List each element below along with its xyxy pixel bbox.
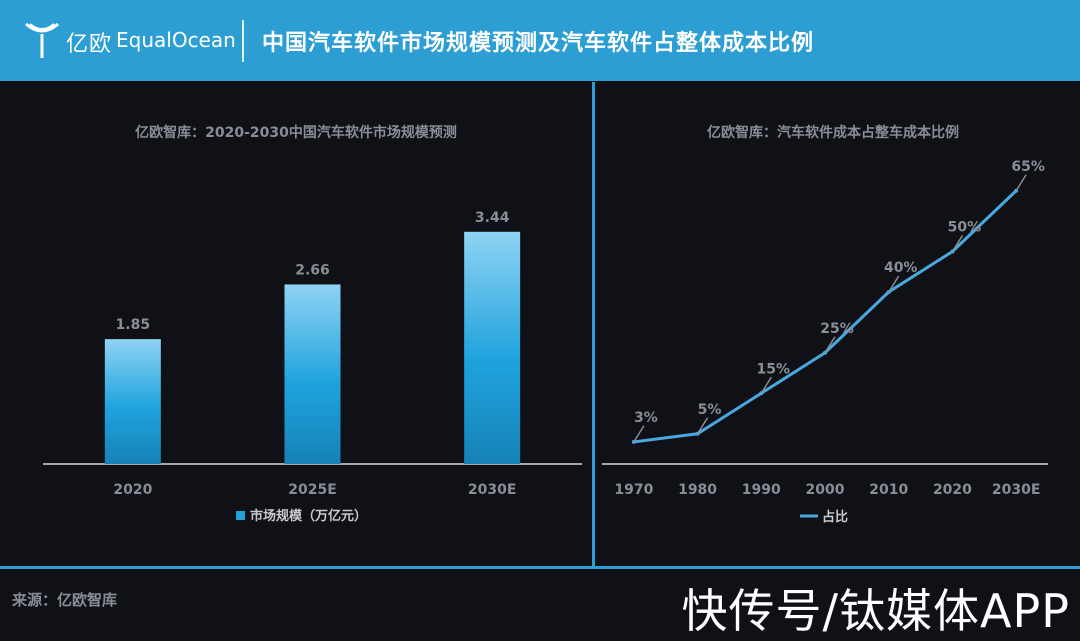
logo-chinese-text: 亿欧 — [66, 32, 113, 57]
line-category-label: 1980 — [678, 482, 717, 498]
equalocean-logo-icon — [25, 22, 59, 58]
bar-2025e — [284, 284, 341, 464]
source-note: 来源：亿欧智库 — [12, 591, 118, 609]
line-label-leader — [1015, 174, 1027, 192]
line-value-label: 5% — [698, 402, 722, 418]
bar-category-label: 2025E — [288, 482, 337, 498]
header-bar: 亿欧 EqualOcean 中国汽车软件市场规模预测及汽车软件占整体成本比例 — [0, 0, 1080, 81]
line-label-leader — [888, 275, 900, 293]
line-chart-legend: 占比 — [800, 509, 848, 525]
line-category-label: 2010 — [869, 482, 908, 498]
line-label-leader — [760, 376, 772, 394]
line-category-label: 1970 — [614, 482, 653, 498]
line-value-label: 3% — [634, 410, 658, 426]
line-label-leader — [633, 425, 645, 443]
line-category-label: 1990 — [742, 482, 781, 498]
line-category-label: 2020 — [933, 482, 972, 498]
bar-chart-title: 亿欧智库：2020-2030中国汽车软件市场规模预测 — [135, 124, 457, 141]
page-title: 中国汽车软件市场规模预测及汽车软件占整体成本比例 — [262, 31, 815, 56]
bar-category-label: 2030E — [468, 482, 517, 498]
bar-value-label: 2.66 — [295, 262, 330, 278]
watermark-text: 快传号/钛媒体APP — [681, 584, 1070, 638]
brand-logo: 亿欧 EqualOcean — [24, 18, 236, 64]
bar-value-label: 1.85 — [116, 317, 151, 333]
line-value-label: 65% — [1011, 159, 1045, 175]
logo-english-text: EqualOcean — [116, 28, 236, 52]
line-value-label: 15% — [757, 361, 791, 377]
footer: 来源：亿欧智库 快传号/钛媒体APP — [0, 569, 1080, 640]
panel-divider — [592, 82, 595, 568]
line-value-label: 40% — [884, 260, 918, 276]
footer-divider — [0, 566, 1080, 569]
line-chart-title: 亿欧智库：汽车软件成本占整车成本比例 — [707, 124, 959, 141]
bar-2030e — [464, 231, 521, 464]
line-category-label: 2030E — [992, 482, 1041, 498]
bar-legend-label: 市场规模（万亿元） — [250, 508, 367, 524]
line-value-label: 25% — [820, 321, 854, 337]
line-legend-label: 占比 — [822, 509, 848, 525]
bar-chart-legend: 市场规模（万亿元） — [236, 508, 367, 524]
bar-value-label: 3.44 — [475, 210, 510, 226]
line-chart: 亿欧智库：汽车软件成本占整车成本比例 3% 1970 5% 1980 15% 1990 25… — [602, 124, 1048, 525]
bar-chart-panel: 亿欧智库：2020-2030中国汽车软件市场规模预测 1.85 2020 2.66 2… — [0, 84, 590, 566]
bar-category-label: 2020 — [113, 482, 152, 498]
header-divider — [242, 20, 244, 62]
line-category-label: 2000 — [806, 482, 845, 498]
line-label-leader — [951, 235, 964, 252]
line-chart-panel: 亿欧智库：汽车软件成本占整车成本比例 3% 1970 5% 1980 15% 1990 25… — [596, 84, 1080, 566]
line-label-leader — [696, 417, 709, 435]
line-label-leader — [824, 336, 836, 354]
bar-legend-swatch — [236, 511, 245, 520]
bar-2020 — [104, 339, 161, 464]
bar-chart: 亿欧智库：2020-2030中国汽车软件市场规模预测 1.85 2020 2.66 2… — [43, 124, 582, 524]
line-value-label: 50% — [948, 220, 982, 236]
